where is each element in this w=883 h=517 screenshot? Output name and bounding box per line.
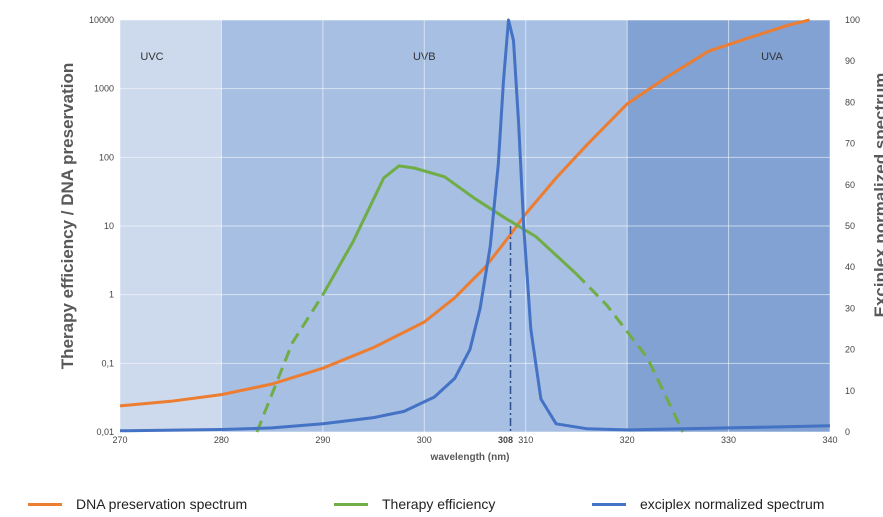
- x-tick-label: 320: [620, 435, 635, 445]
- y-right-tick-label: 70: [845, 139, 855, 149]
- annotation-label-308: 308: [498, 435, 513, 445]
- series-line-exciplex-normalized-spectrum: [119, 18, 831, 433]
- y-left-tick-label: 1000: [94, 84, 114, 94]
- annotation-layer: 308: [498, 226, 513, 445]
- y-right-axis-title: Exciplex normalized spectrum: [871, 73, 883, 318]
- legend-item-therapy: Therapy efficiency: [334, 494, 495, 514]
- x-tick-label: 270: [112, 435, 127, 445]
- y-right-tick-label: 50: [845, 221, 855, 231]
- y-right-tick-label: 40: [845, 262, 855, 272]
- y-left-tick-label: 10: [104, 221, 114, 231]
- y-right-tick-label: 90: [845, 56, 855, 66]
- y-left-axis-title: Therapy efficiency / DNA preservation: [58, 63, 77, 369]
- x-tick-label: 300: [417, 435, 432, 445]
- gridlines: [119, 19, 831, 433]
- legend: DNA preservation spectrum Therapy effici…: [0, 494, 883, 514]
- legend-item-exciplex: exciplex normalized spectrum: [592, 494, 824, 514]
- y-left-tick-label: 0,01: [96, 427, 114, 437]
- legend-item-dna: DNA preservation spectrum: [28, 494, 247, 514]
- x-tick-label: 330: [721, 435, 736, 445]
- data-series: [119, 18, 831, 433]
- series-line-therapy-efficiency: [255, 293, 325, 433]
- legend-swatch-dna: [28, 502, 62, 506]
- region-label-uva: UVA: [761, 51, 783, 63]
- x-tick-label: 310: [518, 435, 533, 445]
- chart: UVC UVB UVA 308 270 280 290 300 310 320 330 3400,…: [58, 15, 883, 463]
- y-right-tick-label: 80: [845, 97, 855, 107]
- tick-labels: 270 280 290 300 310 320 330 3400,010,1110100100…: [89, 15, 860, 445]
- y-right-tick-label: 0: [845, 427, 850, 437]
- y-right-tick-label: 30: [845, 303, 855, 313]
- y-right-tick-label: 60: [845, 180, 855, 190]
- x-tick-label: 290: [315, 435, 330, 445]
- legend-label-therapy: Therapy efficiency: [382, 496, 496, 512]
- y-left-tick-label: 0,1: [101, 358, 114, 368]
- axis-titles: wavelength (nm) Therapy efficiency / DNA …: [58, 63, 883, 463]
- y-right-tick-label: 100: [845, 15, 860, 25]
- legend-swatch-exciplex: [592, 502, 626, 506]
- y-left-tick-label: 10000: [89, 15, 114, 25]
- y-left-tick-label: 1: [109, 290, 114, 300]
- x-axis-title: wavelength (nm): [430, 452, 510, 463]
- series-line-therapy-efficiency: [575, 272, 685, 433]
- legend-label-dna: DNA preservation spectrum: [76, 496, 248, 512]
- y-right-tick-label: 10: [845, 386, 855, 396]
- series-line-therapy-efficiency: [321, 164, 578, 296]
- x-tick-label: 340: [822, 435, 837, 445]
- x-tick-label: 280: [214, 435, 229, 445]
- y-left-tick-label: 100: [99, 152, 114, 162]
- legend-label-exciplex: exciplex normalized spectrum: [640, 496, 825, 512]
- series-line-dna-preservation-spectrum: [119, 18, 811, 408]
- region-label-uvc: UVC: [140, 51, 163, 63]
- y-right-tick-label: 20: [845, 345, 855, 355]
- legend-swatch-therapy: [334, 502, 368, 506]
